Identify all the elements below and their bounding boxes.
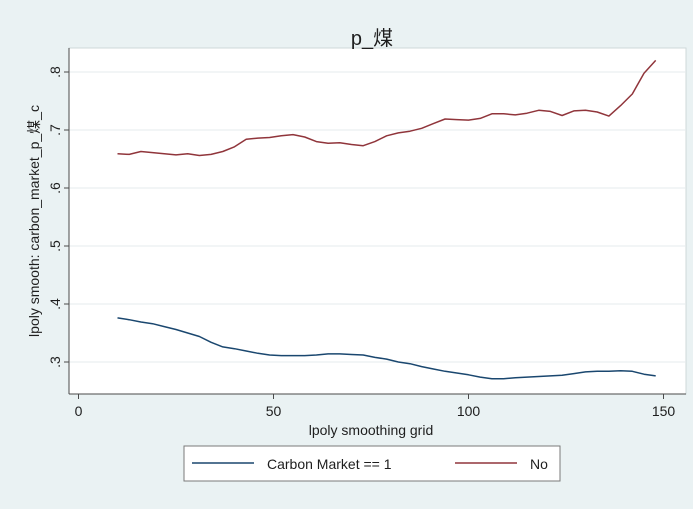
x-tick-label-0: 0 (75, 403, 83, 419)
legend-label-no: No (530, 456, 548, 472)
legend-label-carbon-market: Carbon Market == 1 (267, 456, 392, 472)
series-line-carbon-market (117, 317, 656, 380)
plot-area (68, 47, 687, 395)
y-axis-label: lpoly smooth: carbon_market_p_煤_c (26, 105, 42, 337)
series-layer (117, 59, 657, 380)
y-tick-label-5: .8 (47, 66, 63, 78)
y-tick-label-1: .4 (47, 298, 63, 310)
y-tick-label-0: .3 (47, 356, 63, 368)
series-line-no (117, 59, 657, 157)
grid-layer (69, 71, 686, 363)
x-tick-label-3: 150 (652, 403, 676, 419)
legend: Carbon Market == 1 No (183, 445, 561, 482)
x-axis-label: lpoly smoothing grid (309, 422, 434, 438)
y-tick-label-3: .6 (47, 182, 63, 194)
x-tick-label-1: 50 (266, 403, 282, 419)
y-tick-label-2: .5 (47, 240, 63, 252)
axis-layer: .3 .4 .5 .6 .7 .8 0 50 100 150 (47, 48, 686, 419)
y-tick-label-4: .7 (47, 124, 63, 136)
x-tick-label-2: 100 (457, 403, 481, 419)
chart-title: p_煤 (351, 27, 393, 50)
